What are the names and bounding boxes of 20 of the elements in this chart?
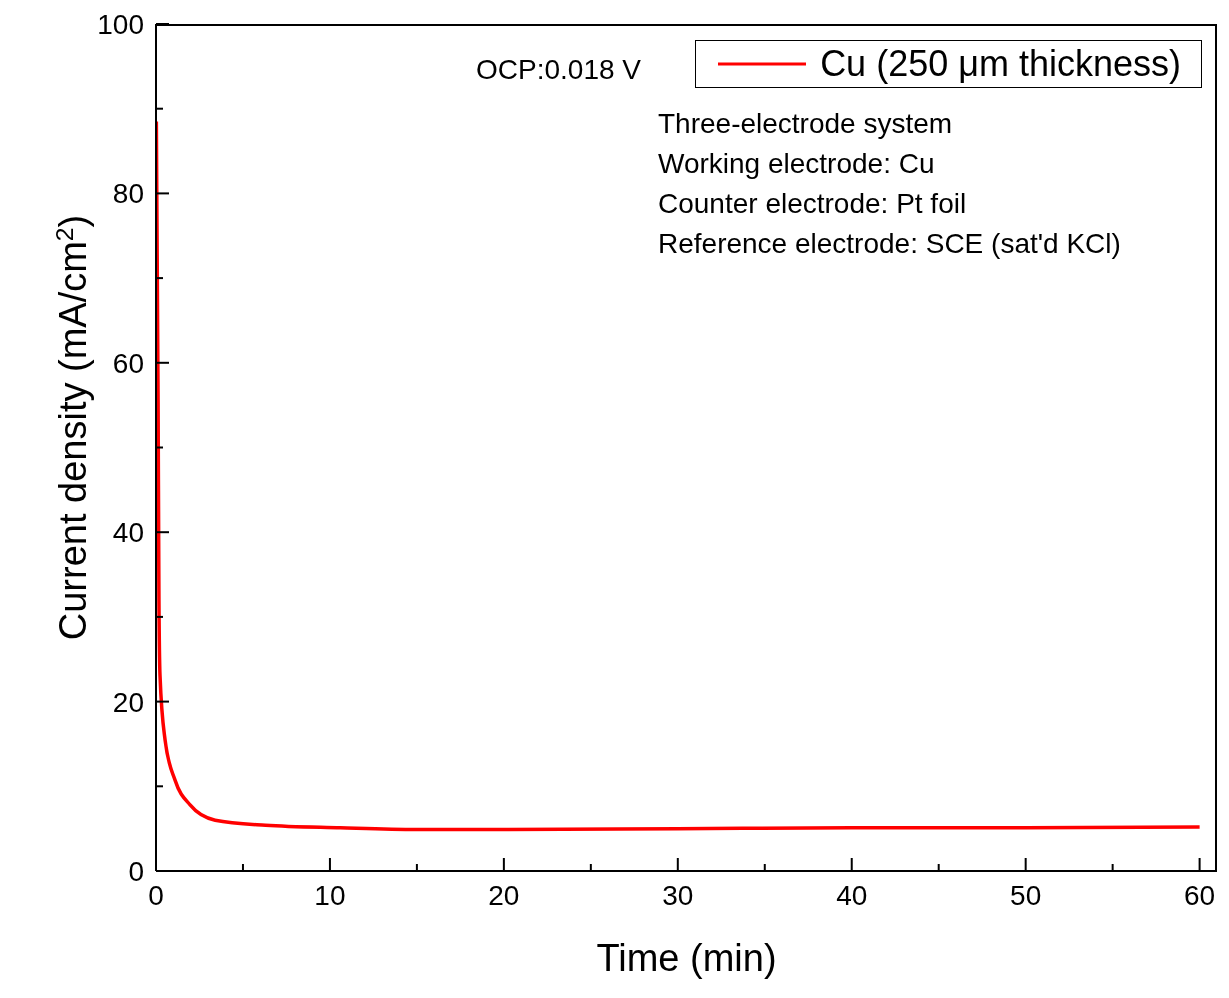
annotation: OCP:0.018 V — [476, 54, 641, 86]
annotation: Counter electrode: Pt foil — [658, 187, 968, 221]
x-tick-label: 60 — [1184, 880, 1216, 911]
x-axis-title: Time (min) — [596, 937, 777, 979]
y-tick-label: 80 — [112, 178, 144, 210]
y-tick-label: 0 — [128, 856, 144, 887]
annotation: Three-electrode system — [658, 107, 954, 141]
annotation: Working electrode: Cu — [658, 147, 936, 181]
x-tick-label: 30 — [662, 880, 694, 911]
y-tick-label: 60 — [112, 347, 144, 379]
x-tick-label: 0 — [148, 880, 164, 911]
y-tick-label: 100 — [97, 9, 144, 40]
x-tick-label: 10 — [314, 880, 346, 911]
x-tick-label: 20 — [488, 880, 520, 911]
x-tick-label: 50 — [1010, 880, 1042, 911]
x-tick-label: 40 — [836, 880, 868, 911]
annotation: Reference electrode: SCE (sat'd KCl) — [658, 227, 1121, 261]
y-tick-label: 20 — [112, 686, 144, 718]
y-tick-label: 40 — [112, 517, 144, 549]
legend-label: Cu (250 μm thickness) — [820, 43, 1181, 85]
